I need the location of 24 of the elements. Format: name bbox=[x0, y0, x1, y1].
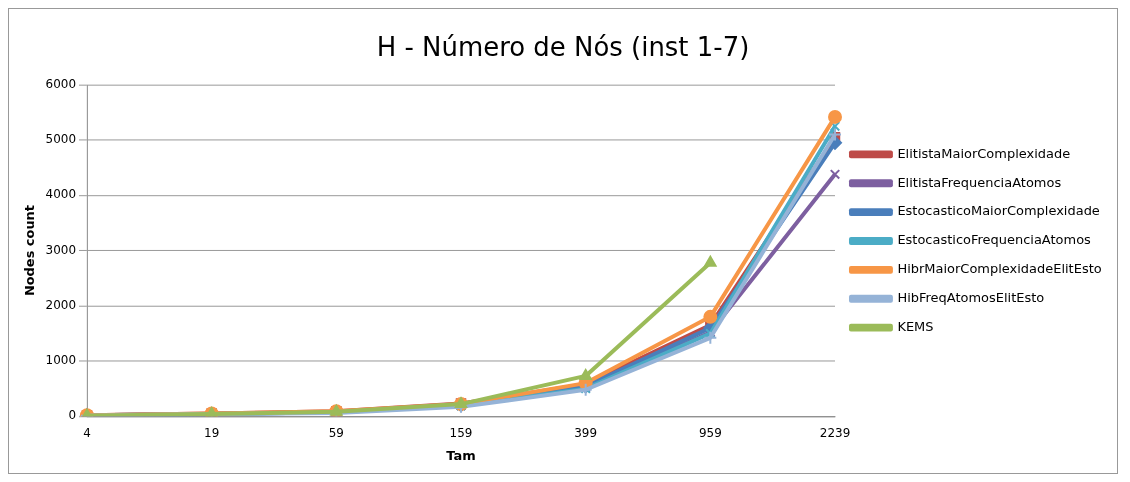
legend-label: EstocasticoMaiorComplexidade bbox=[897, 203, 1100, 219]
x-tick-label: 19 bbox=[204, 426, 220, 441]
legend-label: EstocasticoFrequenciaAtomos bbox=[897, 232, 1092, 248]
legend-label: HibrMaiorComplexidadeElitEsto bbox=[897, 261, 1102, 277]
legend-label: HibFreqAtomosElitEsto bbox=[897, 290, 1045, 306]
y-tick-label: 0 bbox=[68, 408, 77, 423]
legend-label: ElitistaFrequenciaAtomos bbox=[897, 174, 1062, 190]
chart-title: H - Número de Nós (inst 1-7) bbox=[376, 32, 750, 63]
legend-label: ElitistaMaiorComplexidade bbox=[897, 145, 1071, 161]
x-tick-label: 2239 bbox=[819, 426, 851, 441]
x-tick-label: 399 bbox=[574, 426, 598, 441]
x-tick-label: 59 bbox=[328, 426, 344, 441]
y-tick-label: 1000 bbox=[45, 353, 77, 368]
x-axis-title: Tam bbox=[446, 447, 476, 463]
y-tick-label: 6000 bbox=[45, 77, 77, 91]
x-tick-label: 159 bbox=[449, 426, 473, 441]
x-tick-label: 959 bbox=[698, 426, 722, 441]
y-tick-label: 5000 bbox=[45, 132, 77, 147]
x-tick-label: 4 bbox=[83, 426, 91, 441]
legend-label: KEMS bbox=[897, 319, 934, 334]
y-tick-label: 4000 bbox=[45, 187, 77, 202]
y-tick-label: 2000 bbox=[45, 297, 77, 312]
y-tick-label: 3000 bbox=[45, 242, 77, 257]
y-axis-title: Nodes count bbox=[22, 205, 38, 297]
